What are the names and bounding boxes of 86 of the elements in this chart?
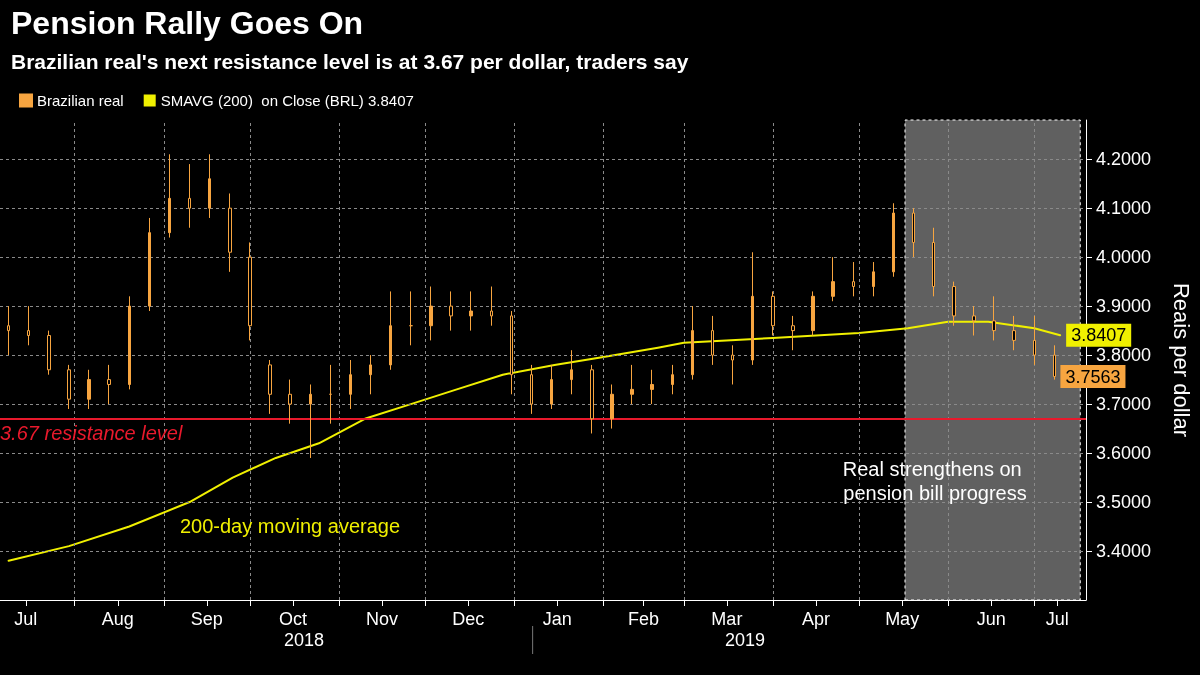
candlestick (510, 310, 513, 395)
legend-label: Brazilian real (37, 92, 124, 109)
candlestick (1053, 344, 1056, 381)
y-tick-label: 3.8000 (1096, 345, 1152, 366)
candlestick (671, 364, 674, 395)
candlestick (188, 163, 191, 229)
candlestick (288, 379, 292, 425)
x-tick-label: Jan (542, 609, 572, 629)
text: 2019 (724, 630, 766, 650)
annotation: 200-day moving average (179, 515, 401, 537)
candlestick (791, 315, 795, 351)
candlestick (329, 364, 332, 425)
candlestick (831, 256, 835, 302)
candlestick (1033, 315, 1036, 366)
x-tick-label: Aug (101, 609, 134, 629)
candlestick (47, 330, 51, 376)
candlestick (148, 217, 151, 312)
candlestick (731, 344, 734, 385)
candlestick (449, 290, 453, 332)
candlestick (67, 364, 71, 410)
candlestick (952, 281, 956, 327)
candlestick (490, 286, 493, 327)
candlestick (630, 364, 634, 405)
candlestick (892, 202, 895, 278)
y-tick-label: 3.5000 (1096, 492, 1152, 513)
chart-title: Pension Rally Goes On (11, 5, 364, 41)
y-tick-label: 3.7000 (1096, 394, 1152, 415)
candlestick (87, 369, 91, 410)
y-tick-label: 4.2000 (1096, 149, 1152, 170)
x-tick-label: Jul (14, 609, 38, 629)
candlestick (228, 192, 232, 273)
legend-label: SMAVG (200) on Close (BRL) 3.8407 (160, 92, 414, 109)
candlestick (429, 286, 433, 341)
candlestick (349, 359, 352, 410)
x-tick-label: May (885, 609, 920, 629)
x-tick-label: Dec (452, 609, 485, 629)
candlestick (771, 290, 775, 337)
candlestick (248, 241, 252, 341)
candlestick (389, 290, 392, 371)
text: 3.7563 (1065, 366, 1121, 387)
y-tick-label: 3.6000 (1096, 443, 1152, 464)
candlestick (309, 383, 312, 459)
candlestick (570, 349, 573, 395)
candlestick (811, 290, 815, 337)
x-tick-label: Apr (801, 609, 830, 629)
x-tick-label: Jun (976, 609, 1006, 629)
x-tick-label: Mar (711, 609, 743, 629)
candlestick (7, 305, 10, 356)
candlestick (992, 295, 996, 341)
y-tick-label: 4.1000 (1096, 198, 1152, 219)
ref-line-label: 3.67 resistance level (0, 421, 183, 444)
text: 2018 (283, 630, 325, 650)
candlestick (650, 369, 654, 405)
candlestick (268, 359, 272, 415)
candlestick (208, 153, 211, 219)
candlestick (751, 251, 754, 366)
x-tick-label: Jul (1045, 609, 1069, 629)
candlestick (107, 364, 111, 405)
y-axis-title: Reais per dollar (1168, 282, 1194, 438)
candlestick (610, 383, 614, 430)
x-tick-label: Oct (279, 609, 308, 629)
candlestick (128, 295, 131, 390)
candlestick (872, 261, 875, 297)
candlestick (932, 227, 935, 297)
candlestick (27, 305, 30, 346)
candlestick (530, 364, 533, 415)
candlestick (469, 290, 473, 332)
data-label: 3.8407 (1071, 325, 1127, 346)
candlestick (852, 261, 855, 297)
y-tick-label: 4.0000 (1096, 247, 1152, 268)
candlestick (972, 305, 976, 337)
candlestick (1012, 315, 1016, 351)
y-tick-label: 3.9000 (1096, 296, 1152, 317)
chart-subtitle: Brazilian real's next resistance level is at 3.67 per dollar, traders say (11, 50, 689, 73)
y-tick-label: 3.4000 (1096, 541, 1152, 562)
x-tick-label: Sep (190, 609, 223, 629)
x-tick-label: Feb (628, 609, 660, 629)
x-tick-label: Nov (366, 609, 399, 629)
candlestick (369, 354, 372, 395)
candlestick (691, 305, 694, 381)
candlestick (409, 290, 413, 346)
candlestick (590, 364, 594, 434)
candlestick (711, 315, 714, 366)
candlestick (550, 364, 553, 410)
candlestick (912, 207, 915, 258)
candlestick (168, 153, 171, 239)
